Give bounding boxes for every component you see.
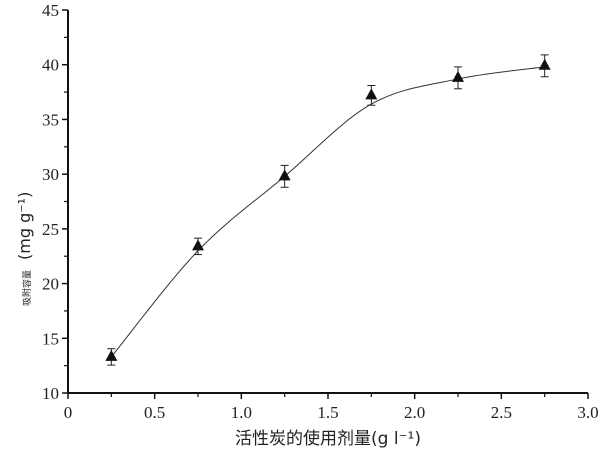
data-point	[278, 164, 291, 188]
y-tick-label: 15	[42, 329, 59, 348]
axes	[67, 10, 588, 394]
data-point	[365, 85, 378, 106]
triangle-marker	[105, 349, 118, 361]
x-tick-label: 3.0	[577, 403, 598, 422]
x-tick-label: 0	[64, 403, 73, 422]
fit-curve	[110, 66, 545, 358]
data-point	[538, 54, 551, 78]
x-axis-title: 活性炭的使用剂量(g l⁻¹)	[235, 428, 421, 449]
triangle-marker	[365, 88, 378, 100]
data-point	[192, 237, 204, 256]
x-tick-label: 1.0	[231, 403, 252, 422]
triangle-marker	[192, 239, 204, 251]
y-tick-label: 40	[42, 56, 59, 75]
y-tick-label: 30	[42, 165, 59, 184]
y-tick-label: 45	[42, 1, 59, 20]
triangle-marker	[278, 169, 291, 181]
y-axis-title-unit: (mg g⁻¹)	[15, 192, 34, 260]
triangle-marker	[538, 58, 551, 70]
fit-curve-group	[110, 66, 545, 358]
y-tick-label: 10	[42, 384, 59, 403]
data-points	[105, 54, 551, 366]
triangle-marker	[452, 70, 464, 82]
ticks: 0 0.5 1.0 1.5 2.0 2.5 3.0 10 15 20 25 30 35 40 45	[42, 1, 599, 422]
x-tick-label: 2.5	[491, 403, 512, 422]
y-tick-label: 25	[42, 220, 59, 239]
x-tick-label: 2.0	[404, 403, 425, 422]
x-tick-label: 1.5	[317, 403, 338, 422]
y-tick-label: 35	[42, 110, 59, 129]
x-tick-label: 0.5	[144, 403, 165, 422]
y-tick-label: 20	[42, 275, 59, 294]
data-point	[452, 66, 464, 90]
data-point	[105, 348, 118, 366]
y-axis-title-cn: 吸附容量	[21, 270, 33, 306]
